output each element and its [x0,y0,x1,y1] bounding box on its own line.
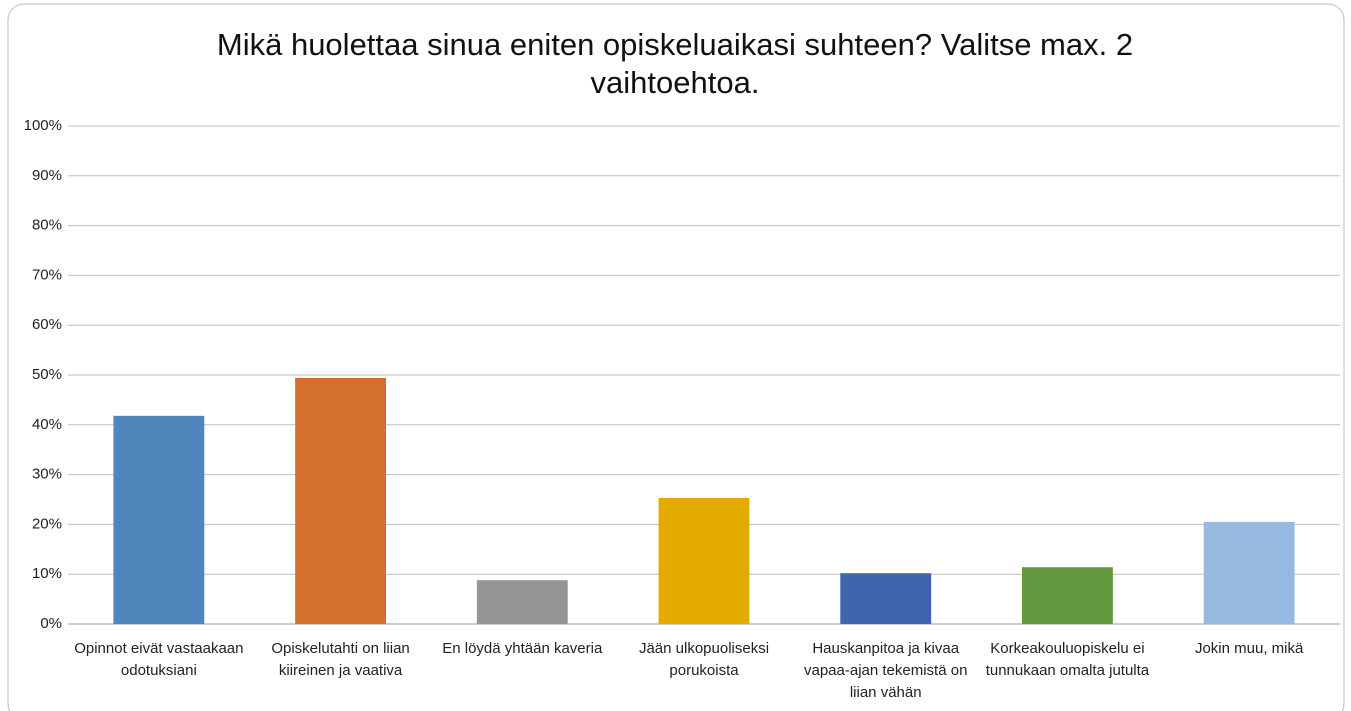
bar [476,580,568,624]
y-tick-label: 60% [32,316,62,333]
bar [840,573,932,624]
x-tick-label: Korkeakouluopiskelu ei tunnukaan omalta … [985,640,1150,679]
x-tick-label: Hauskanpitoa ja kivaa vapaa-ajan tekemis… [803,640,968,701]
y-tick-label: 20% [32,515,62,532]
y-tick-label: 80% [32,217,62,234]
x-tick-label: Jokin muu, mikä [1194,640,1304,657]
bar [295,377,386,624]
chart-title: Mikä huolettaa sinua eniten opiskeluaika… [216,27,1134,100]
y-tick-label: 70% [32,266,62,283]
y-tick-label: 100% [24,117,62,134]
y-tick-label: 0% [40,615,62,632]
bar [658,498,750,624]
bar [1022,567,1113,624]
y-tick-label: 50% [32,366,62,383]
x-tick-label: Jään ulkopuoliseksi porukoista [638,640,770,679]
y-tick-label: 30% [32,466,62,483]
x-tick-label: Opinnot eivät vastaakaan odotuksiani [74,640,244,679]
x-tick-label: Opiskelutahti on liian kiireinen ja vaat… [271,640,410,679]
y-tick-label: 10% [32,565,62,582]
x-tick-label: En löydä yhtään kaveria [442,640,603,657]
y-tick-label: 90% [32,167,62,184]
y-tick-label: 40% [32,416,62,433]
bar [113,415,205,624]
bar [1203,521,1295,624]
